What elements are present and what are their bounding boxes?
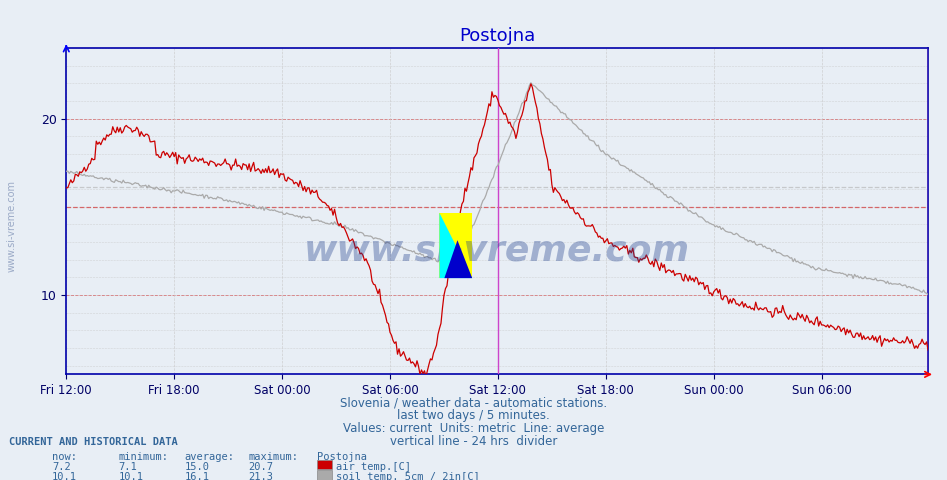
Text: Values: current  Units: metric  Line: average: Values: current Units: metric Line: aver…: [343, 422, 604, 435]
Text: 10.1: 10.1: [118, 472, 143, 480]
Text: minimum:: minimum:: [118, 452, 169, 462]
Polygon shape: [439, 213, 473, 278]
Text: 7.1: 7.1: [118, 462, 137, 472]
Title: Postojna: Postojna: [459, 27, 535, 45]
Text: maximum:: maximum:: [248, 452, 298, 462]
Text: 10.1: 10.1: [52, 472, 77, 480]
Text: www.si-vreme.com: www.si-vreme.com: [7, 180, 16, 272]
Text: now:: now:: [52, 452, 77, 462]
Polygon shape: [444, 240, 473, 278]
Text: air temp.[C]: air temp.[C]: [336, 462, 411, 472]
Text: average:: average:: [185, 452, 235, 462]
Text: last two days / 5 minutes.: last two days / 5 minutes.: [397, 409, 550, 422]
Text: 21.3: 21.3: [248, 472, 273, 480]
Text: vertical line - 24 hrs  divider: vertical line - 24 hrs divider: [390, 435, 557, 448]
Text: Slovenia / weather data - automatic stations.: Slovenia / weather data - automatic stat…: [340, 396, 607, 409]
Text: 16.1: 16.1: [185, 472, 209, 480]
Text: 7.2: 7.2: [52, 462, 71, 472]
Text: 15.0: 15.0: [185, 462, 209, 472]
Text: Postojna: Postojna: [317, 452, 367, 462]
Text: 20.7: 20.7: [248, 462, 273, 472]
Text: soil temp. 5cm / 2in[C]: soil temp. 5cm / 2in[C]: [336, 472, 480, 480]
Text: www.si-vreme.com: www.si-vreme.com: [304, 233, 690, 267]
Text: CURRENT AND HISTORICAL DATA: CURRENT AND HISTORICAL DATA: [9, 437, 178, 447]
Bar: [439, 213, 473, 278]
